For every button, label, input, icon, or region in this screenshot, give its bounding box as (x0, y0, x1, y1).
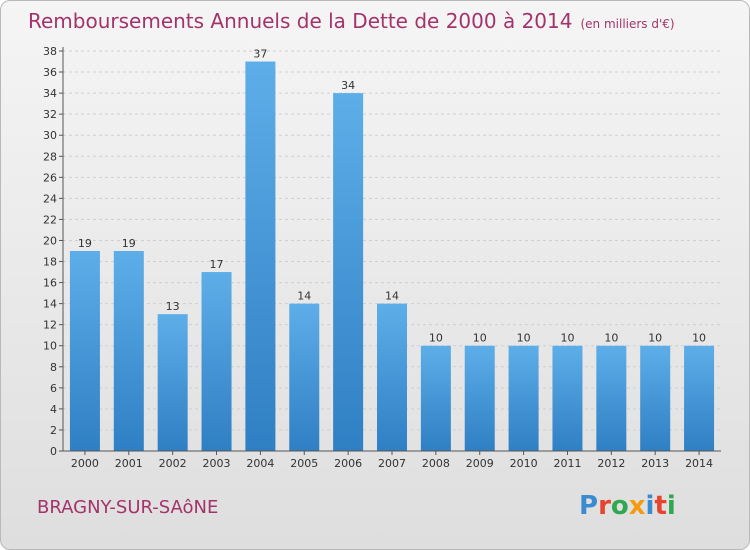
bar-2004 (245, 61, 276, 452)
x-tick-label: 2014 (685, 457, 713, 470)
x-tick-label: 2002 (159, 457, 187, 470)
data-label: 10 (473, 332, 487, 345)
x-tick-label: 2001 (115, 457, 143, 470)
data-label: 13 (166, 300, 180, 313)
y-tick-label: 26 (43, 171, 57, 184)
y-tick-label: 30 (43, 129, 57, 142)
bar-2012 (596, 345, 627, 451)
x-tick-label: 2009 (466, 457, 494, 470)
x-tick-label: 2006 (334, 457, 362, 470)
logo-letter: i (666, 491, 676, 521)
x-tick-label: 2008 (422, 457, 450, 470)
data-label: 19 (78, 237, 92, 250)
y-tick-label: 4 (50, 403, 57, 416)
y-tick-label: 22 (43, 213, 57, 226)
bar-2008 (420, 345, 451, 451)
data-label: 10 (604, 332, 618, 345)
chart-title: Remboursements Annuels de la Dette de 20… (28, 9, 675, 33)
data-label: 17 (210, 258, 224, 271)
y-tick-label: 2 (50, 424, 57, 437)
data-label: 34 (341, 79, 355, 92)
y-tick-label: 14 (43, 298, 57, 311)
commune-name: BRAGNY-SUR-SAôNE (37, 497, 219, 518)
bar-2009 (464, 345, 495, 451)
bar-2010 (508, 345, 539, 451)
logo-letter: x (628, 491, 646, 521)
x-tick-label: 2004 (246, 457, 274, 470)
chart-unit: (en milliers d'€) (580, 17, 675, 31)
y-tick-label: 16 (43, 277, 57, 290)
y-tick-label: 18 (43, 256, 57, 269)
data-label: 10 (560, 332, 574, 345)
bar-2013 (640, 345, 671, 451)
x-tick-label: 2003 (203, 457, 231, 470)
bar-2011 (552, 345, 583, 451)
data-label: 10 (517, 332, 531, 345)
bar-2000 (69, 251, 100, 451)
logo-letter: r (598, 491, 611, 521)
data-label: 14 (297, 290, 311, 303)
axes (59, 47, 721, 455)
y-tick-label: 34 (43, 87, 57, 100)
data-label: 14 (385, 290, 399, 303)
x-tick-label: 2007 (378, 457, 406, 470)
y-tick-label: 12 (43, 319, 57, 332)
bar-2002 (157, 314, 188, 451)
labels: 0246810121416182022242628303234363820001… (43, 45, 713, 470)
bar-2005 (289, 303, 320, 451)
y-tick-label: 20 (43, 234, 57, 247)
logo-letter: i (645, 491, 655, 521)
bar-2001 (113, 251, 144, 451)
data-label: 19 (122, 237, 136, 250)
data-label: 10 (429, 332, 443, 345)
chart-title-text: Remboursements Annuels de la Dette de 20… (28, 9, 573, 33)
y-tick-label: 24 (43, 192, 57, 205)
logo-letter: P (579, 491, 599, 521)
x-tick-label: 2000 (71, 457, 99, 470)
bar-2006 (333, 93, 364, 452)
bar-2003 (201, 272, 232, 451)
data-label: 10 (692, 332, 706, 345)
x-tick-label: 2013 (641, 457, 669, 470)
y-tick-label: 10 (43, 340, 57, 353)
x-tick-label: 2011 (553, 457, 581, 470)
proxiti-logo[interactable]: Proxiti (579, 491, 676, 521)
y-tick-label: 28 (43, 150, 57, 163)
bar-2014 (684, 345, 715, 451)
y-tick-label: 8 (50, 361, 57, 374)
data-label: 37 (253, 48, 267, 61)
y-tick-label: 6 (50, 382, 57, 395)
bar-2007 (377, 303, 407, 451)
logo-letter: t (654, 491, 667, 521)
y-tick-label: 38 (43, 45, 57, 58)
data-label: 10 (648, 332, 662, 345)
x-tick-label: 2010 (510, 457, 538, 470)
logo-letter: o (610, 491, 629, 521)
bars (69, 61, 715, 452)
x-tick-label: 2005 (290, 457, 318, 470)
y-tick-label: 36 (43, 66, 57, 79)
x-tick-label: 2012 (597, 457, 625, 470)
y-tick-label: 0 (50, 445, 57, 458)
y-tick-label: 32 (43, 108, 57, 121)
